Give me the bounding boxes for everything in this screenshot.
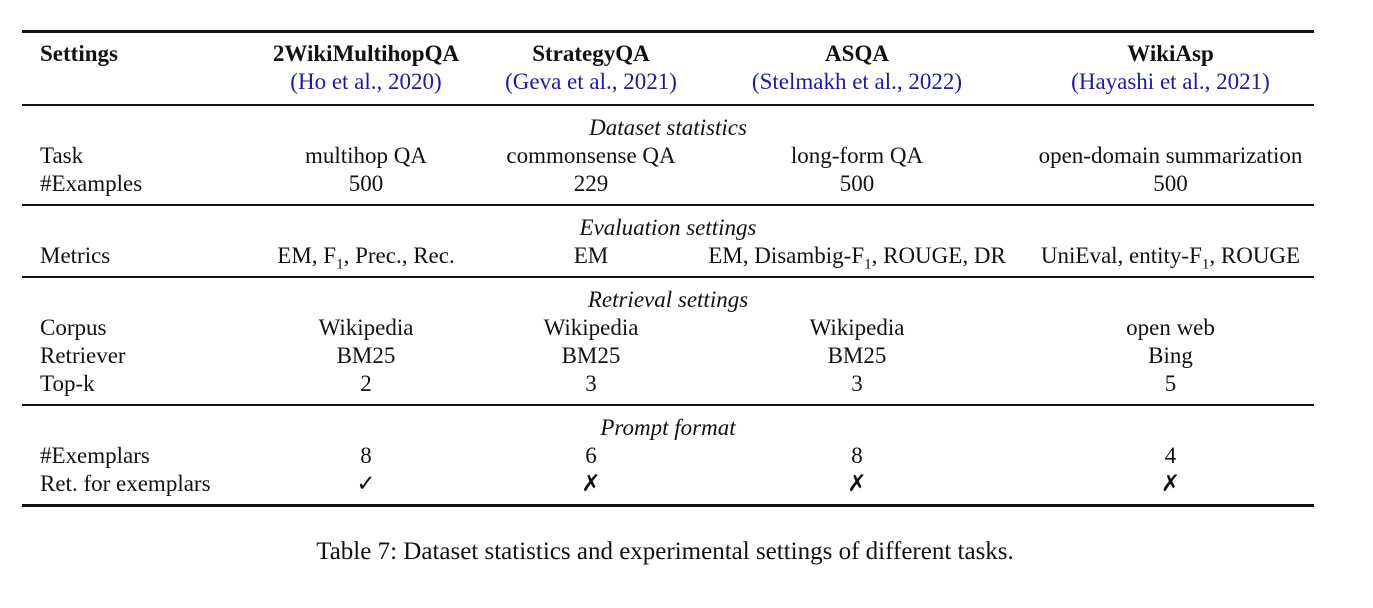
dataset-name-2wikimultihopqa: 2WikiMultihopQA [272, 41, 460, 66]
row-label-topk: Top-k [40, 371, 95, 396]
row-label-corpus: Corpus [40, 315, 107, 340]
dataset-name-strategyqa: StrategyQA [532, 41, 650, 66]
table-row: Corpus Wikipedia Wikipedia Wikipedia ope… [22, 314, 1314, 342]
cross-icon: ✗ [847, 471, 867, 496]
table-cell: 6 [585, 443, 597, 468]
table-row: Retriever BM25 BM25 BM25 Bing [22, 342, 1314, 370]
settings-table: Settings 2WikiMultihopQA StrategyQA ASQA… [22, 30, 1314, 507]
table-cell: 5 [1164, 371, 1177, 396]
section-title: Dataset statistics [589, 115, 747, 140]
settings-header: Settings [40, 41, 118, 66]
header-row: Settings 2WikiMultihopQA StrategyQA ASQA… [22, 31, 1314, 69]
table-row: Ret. for exemplars ✓ ✗ ✗ ✗ [22, 470, 1314, 506]
table-cell: BM25 [336, 343, 396, 368]
table-cell: long-form QA [790, 143, 924, 168]
row-label-retriever: Retriever [40, 343, 126, 368]
metric-text: EM, F [277, 243, 337, 268]
table-caption: Table 7: Dataset statistics and experime… [316, 538, 1014, 565]
table-row: Top-k 2 3 3 5 [22, 370, 1314, 405]
cross-icon: ✗ [581, 471, 601, 496]
table-cell: Bing [1148, 343, 1193, 368]
citation-link-ho[interactable]: (Ho et al., 2020) [290, 69, 442, 94]
subscript: 1 [336, 256, 344, 273]
table-cell: 8 [851, 443, 863, 468]
table-cell: multihop QA [304, 143, 428, 168]
row-label-task: Task [40, 143, 84, 168]
table-cell: BM25 [561, 343, 621, 368]
section-dataset-statistics: Dataset statistics [22, 105, 1314, 142]
row-label-metrics: Metrics [40, 243, 111, 268]
section-prompt-format: Prompt format [22, 405, 1314, 442]
settings-table-container: Settings 2WikiMultihopQA StrategyQA ASQA… [22, 30, 1314, 507]
section-title: Evaluation settings [579, 215, 757, 240]
table-cell: 500 [839, 171, 875, 196]
metric-text: , Prec., Rec. [343, 243, 455, 268]
metric-text: UniEval, entity-F [1040, 243, 1202, 268]
section-title: Retrieval settings [587, 287, 749, 312]
metric-text: , ROUGE [1209, 243, 1301, 268]
subscript: 1 [864, 256, 872, 273]
table-cell: 3 [851, 371, 863, 396]
table-cell: 2 [360, 371, 372, 396]
metric-text: EM [573, 243, 609, 268]
table-cell: EM, Disambig-F1, ROUGE, DR [687, 242, 1027, 277]
table-cell: 229 [573, 171, 609, 196]
section-retrieval-settings: Retrieval settings [22, 277, 1314, 314]
metric-text: , ROUGE, DR [871, 243, 1006, 268]
citation-row: (Ho et al., 2020) (Geva et al., 2021) (S… [22, 68, 1314, 105]
table-cell: Wikipedia [809, 315, 905, 340]
row-label-exemplars: #Exemplars [40, 443, 150, 468]
table-cell: commonsense QA [506, 143, 676, 168]
table-cell: 8 [360, 443, 372, 468]
table-cell: 4 [1164, 443, 1177, 468]
table-cell: Wikipedia [543, 315, 639, 340]
table-cell: BM25 [827, 343, 887, 368]
table-cell: 3 [585, 371, 597, 396]
cross-icon: ✗ [1160, 471, 1181, 496]
metric-text: EM, Disambig-F [708, 243, 865, 268]
section-title: Prompt format [600, 415, 736, 440]
row-label-ret-exemplars: Ret. for exemplars [40, 471, 211, 496]
table-cell: 500 [348, 171, 384, 196]
table-cell: UniEval, entity-F1, ROUGE [1027, 242, 1314, 277]
check-icon: ✓ [356, 471, 376, 496]
citation-link-hayashi[interactable]: (Hayashi et al., 2021) [1071, 69, 1270, 94]
table-cell: EM [495, 242, 687, 277]
section-evaluation-settings: Evaluation settings [22, 205, 1314, 242]
dataset-name-asqa: ASQA [825, 41, 889, 66]
subscript: 1 [1201, 256, 1210, 273]
citation-link-geva[interactable]: (Geva et al., 2021) [505, 69, 677, 94]
table-cell: Wikipedia [318, 315, 414, 340]
table-row: Metrics EM, F1, Prec., Rec. EM EM, Disam… [22, 242, 1314, 277]
dataset-name-wikiasp: WikiAsp [1127, 41, 1214, 66]
citation-link-stelmakh[interactable]: (Stelmakh et al., 2022) [751, 69, 963, 94]
table-row: #Examples 500 229 500 500 [22, 170, 1314, 205]
row-label-examples: #Examples [40, 171, 143, 196]
table-cell: EM, F1, Prec., Rec. [237, 242, 495, 277]
table-row: #Exemplars 8 6 8 4 [22, 442, 1314, 470]
table-cell: open-domain summarization [1038, 143, 1303, 168]
table-cell: 500 [1153, 171, 1188, 196]
table-cell: open web [1126, 315, 1215, 340]
table-row: Task multihop QA commonsense QA long-for… [22, 142, 1314, 170]
